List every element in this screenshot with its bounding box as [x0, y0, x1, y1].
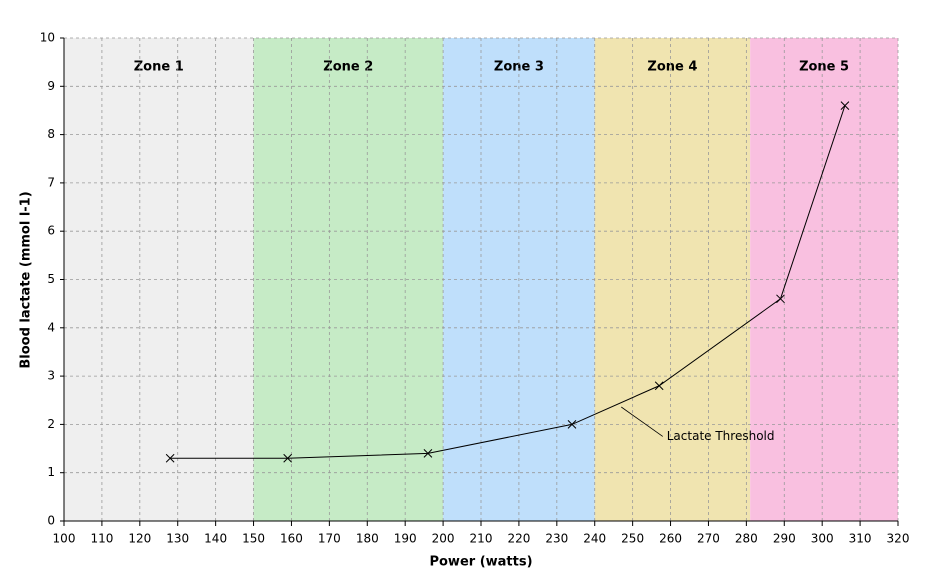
y-tick-label: 0: [47, 514, 55, 528]
zone-label: Zone 2: [323, 60, 373, 75]
x-tick-label: 270: [697, 532, 720, 546]
x-tick-label: 160: [280, 532, 303, 546]
x-tick-label: 220: [507, 532, 530, 546]
y-axis-label: Blood lactate (mmol l-1): [19, 191, 34, 368]
x-tick-label: 300: [811, 532, 834, 546]
data-marker: [776, 294, 785, 304]
y-tick-label: 7: [47, 175, 55, 189]
data-marker: [840, 101, 850, 110]
x-tick-label: 190: [394, 532, 417, 546]
x-tick-label: 320: [887, 532, 910, 546]
x-tick-label: 310: [849, 532, 872, 546]
x-tick-label: 290: [773, 532, 796, 546]
zone-band: [64, 38, 254, 521]
y-tick-label: 6: [47, 224, 55, 238]
data-marker: [423, 449, 433, 458]
x-tick-label: 100: [53, 532, 76, 546]
x-tick-label: 210: [470, 532, 493, 546]
y-tick-label: 9: [47, 79, 55, 93]
y-tick-label: 5: [47, 272, 55, 286]
x-tick-label: 200: [432, 532, 455, 546]
y-tick-label: 1: [47, 465, 55, 479]
x-tick-label: 240: [583, 532, 606, 546]
x-tick-label: 130: [166, 532, 189, 546]
y-tick-label: 8: [47, 127, 55, 141]
x-tick-label: 260: [659, 532, 682, 546]
zone-label: Zone 4: [647, 60, 697, 75]
data-marker: [165, 453, 175, 463]
y-tick-label: 10: [40, 31, 55, 45]
x-tick-label: 170: [318, 532, 341, 546]
data-marker: [283, 453, 293, 463]
data-marker: [567, 420, 577, 429]
x-tick-label: 120: [128, 532, 151, 546]
y-tick-label: 2: [47, 417, 55, 431]
data-marker: [654, 381, 664, 391]
zone-label: Zone 3: [494, 60, 544, 75]
y-tick-label: 3: [47, 369, 55, 383]
x-tick-label: 280: [735, 532, 758, 546]
annotation: Lactate Threshold: [667, 429, 775, 443]
x-tick-label: 250: [621, 532, 644, 546]
annotation-leader: [621, 406, 663, 437]
x-axis-label: Power (watts): [429, 555, 532, 570]
x-tick-label: 150: [242, 532, 265, 546]
x-tick-label: 110: [90, 532, 113, 546]
y-tick-label: 4: [47, 320, 55, 334]
x-tick-label: 140: [204, 532, 227, 546]
zone-label: Zone 5: [799, 60, 849, 75]
x-tick-label: 230: [545, 532, 568, 546]
zone-label: Zone 1: [134, 60, 184, 75]
x-tick-label: 180: [356, 532, 379, 546]
